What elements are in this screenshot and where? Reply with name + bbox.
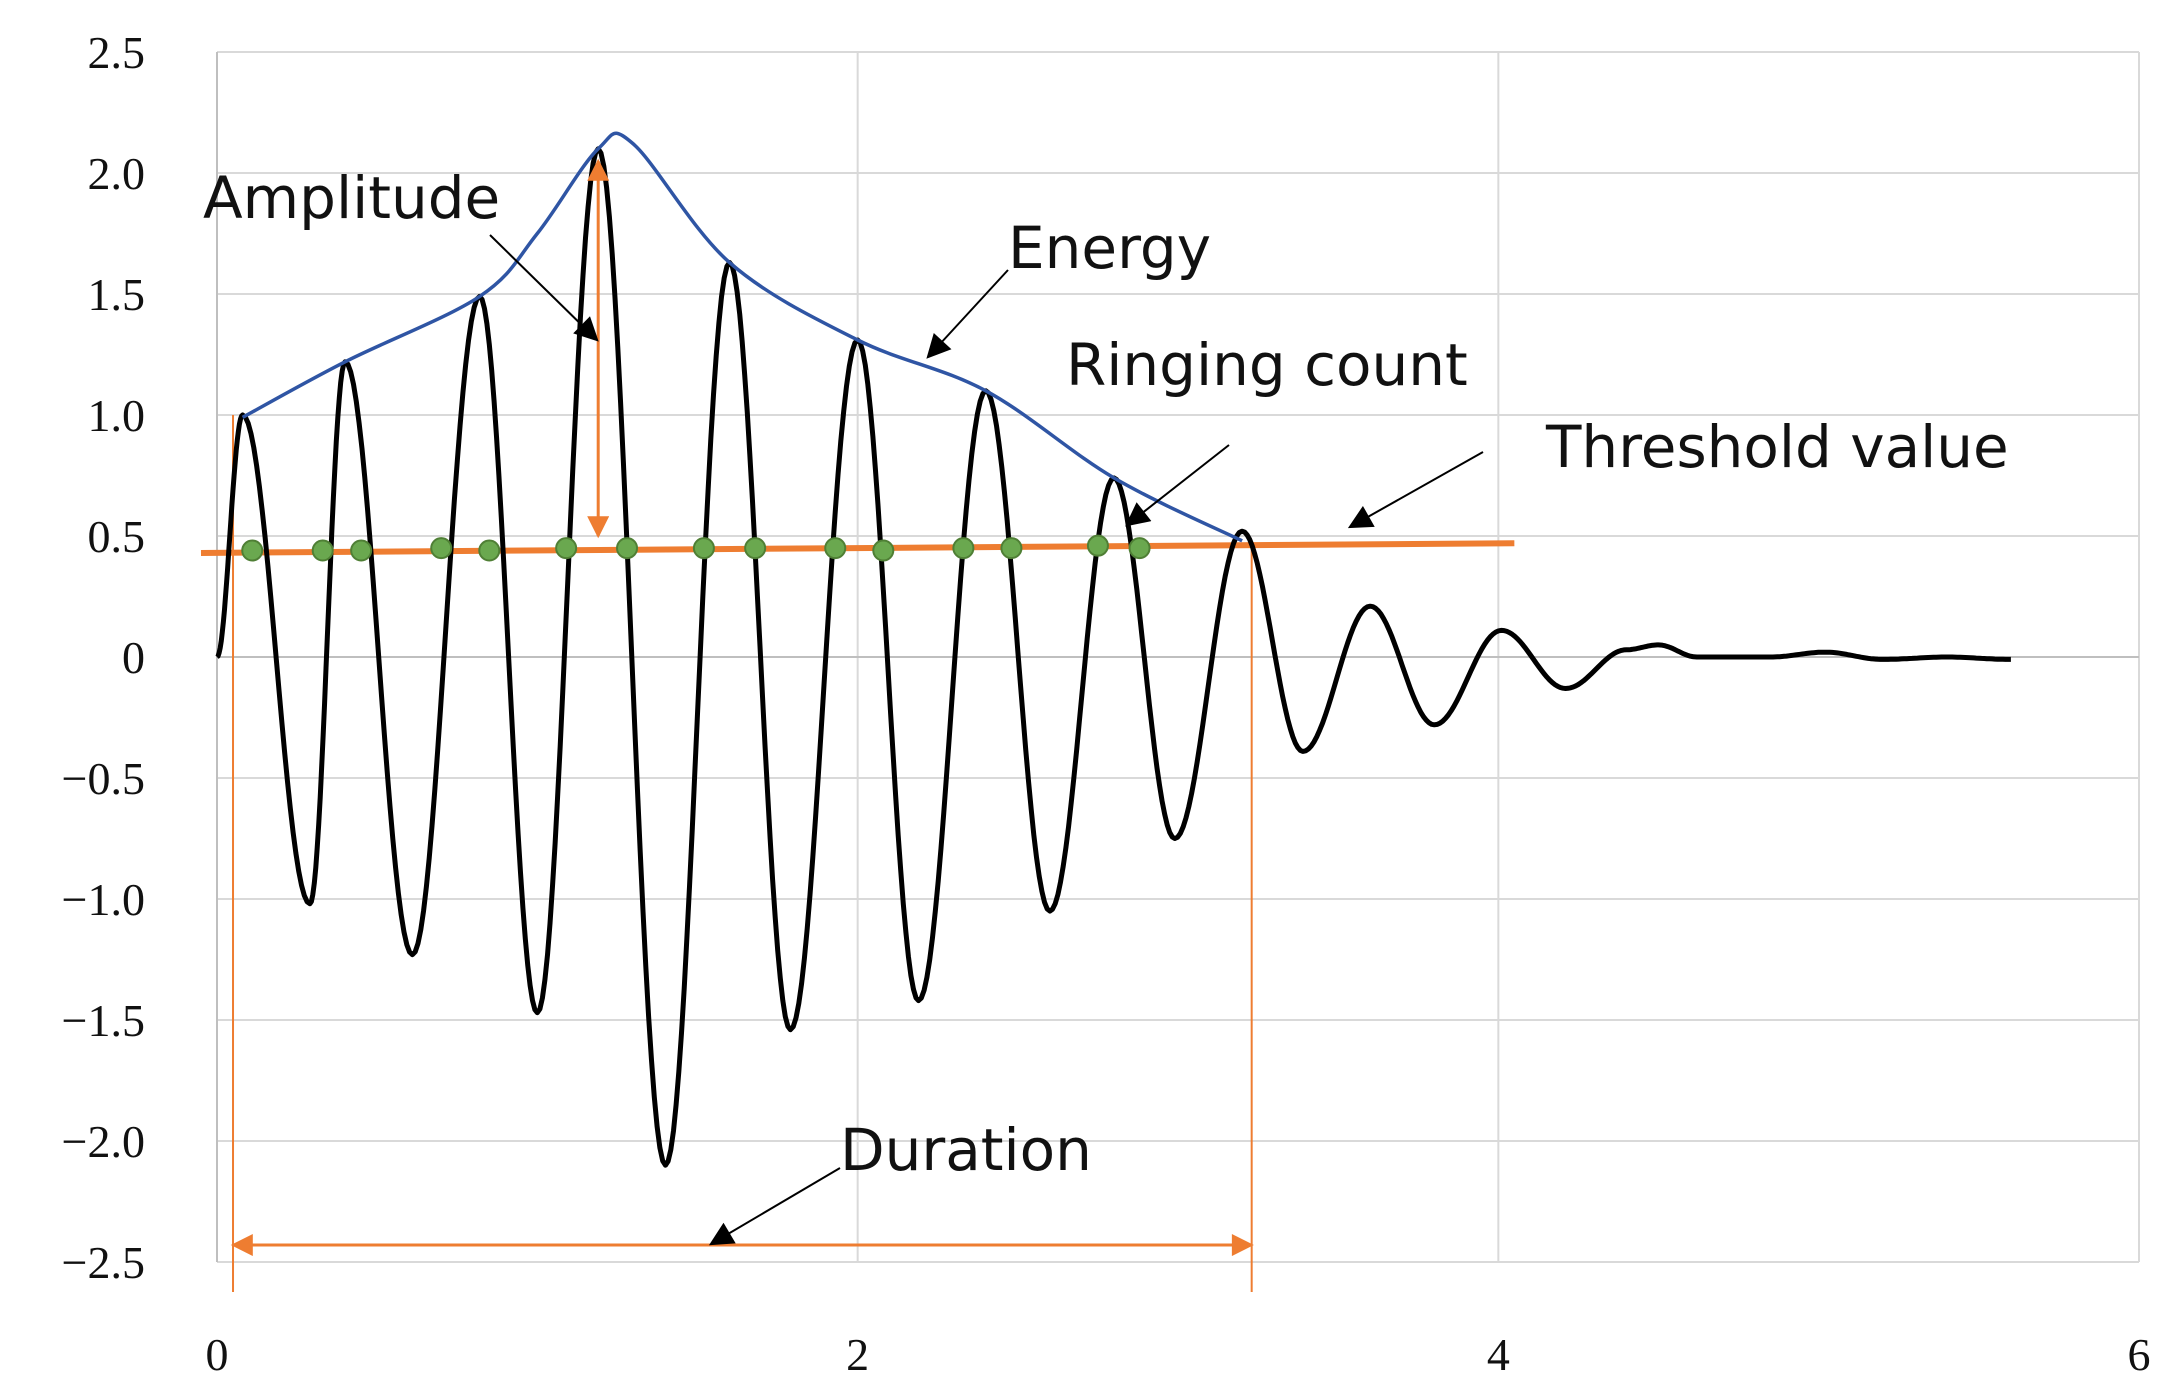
crossing-point: [555, 537, 578, 560]
x-tick-label: 6: [2128, 1329, 2151, 1380]
y-tick-label: 2.0: [88, 148, 146, 199]
crossing-point: [692, 537, 715, 560]
x-tick-label: 4: [1487, 1329, 1510, 1380]
crossing-point: [824, 537, 847, 560]
energy-leader: [926, 269, 1009, 359]
x-tick-label: 0: [206, 1329, 229, 1380]
ringing-count-leader: [1125, 444, 1230, 527]
crossing-point: [1128, 537, 1151, 560]
crossing-point: [350, 539, 373, 562]
y-tick-label: −0.5: [62, 753, 145, 804]
duration-leader: [708, 1167, 841, 1246]
energy-label: Energy: [1008, 214, 1211, 282]
annotation-leaders: [489, 234, 1484, 1246]
crossing-point: [478, 539, 501, 562]
y-tick-label: −2.0: [62, 1116, 145, 1167]
measurement-arrows: [230, 158, 1254, 1257]
crossing-point: [872, 539, 895, 562]
crossing-point: [311, 539, 334, 562]
crossing-point: [952, 537, 975, 560]
duration-guides: [232, 415, 1253, 1292]
annotations: Amplitude Energy Ringing count Threshold…: [203, 164, 2009, 1184]
y-tick-label: 0: [122, 632, 145, 683]
crossing-point: [1000, 537, 1023, 560]
threshold-value-label: Threshold value: [1545, 413, 2009, 481]
y-tick-label: 1.5: [88, 269, 146, 320]
y-tick-label: −1.0: [62, 874, 145, 925]
duration-label: Duration: [840, 1116, 1092, 1184]
x-tick-label: 2: [846, 1329, 869, 1380]
x-tick-labels: 0 2 4 6: [206, 1329, 2151, 1380]
crossing-point: [241, 539, 264, 562]
threshold-line: [200, 540, 1515, 556]
crossing-point: [430, 537, 453, 560]
y-tick-label: 1.0: [88, 390, 146, 441]
threshold-crossing-points: [241, 534, 1151, 562]
crossing-point: [744, 537, 767, 560]
crossing-point: [616, 537, 639, 560]
crossing-point: [1086, 534, 1109, 557]
ringing-count-label: Ringing count: [1066, 331, 1468, 399]
y-tick-labels: 2.5 2.0 1.5 1.0 0.5 0 −0.5 −1.0 −1.5 −2.0 −2.5: [62, 27, 145, 1288]
y-tick-label: −2.5: [62, 1237, 145, 1288]
amplitude-leader: [489, 234, 599, 342]
y-tick-label: 0.5: [88, 511, 146, 562]
threshold-leader: [1347, 451, 1484, 529]
amplitude-label: Amplitude: [203, 164, 500, 232]
y-tick-label: −1.5: [62, 995, 145, 1046]
y-tick-label: 2.5: [88, 27, 146, 78]
energy-envelope-line: [241, 131, 1243, 543]
threshold-line-group: [200, 540, 1515, 556]
